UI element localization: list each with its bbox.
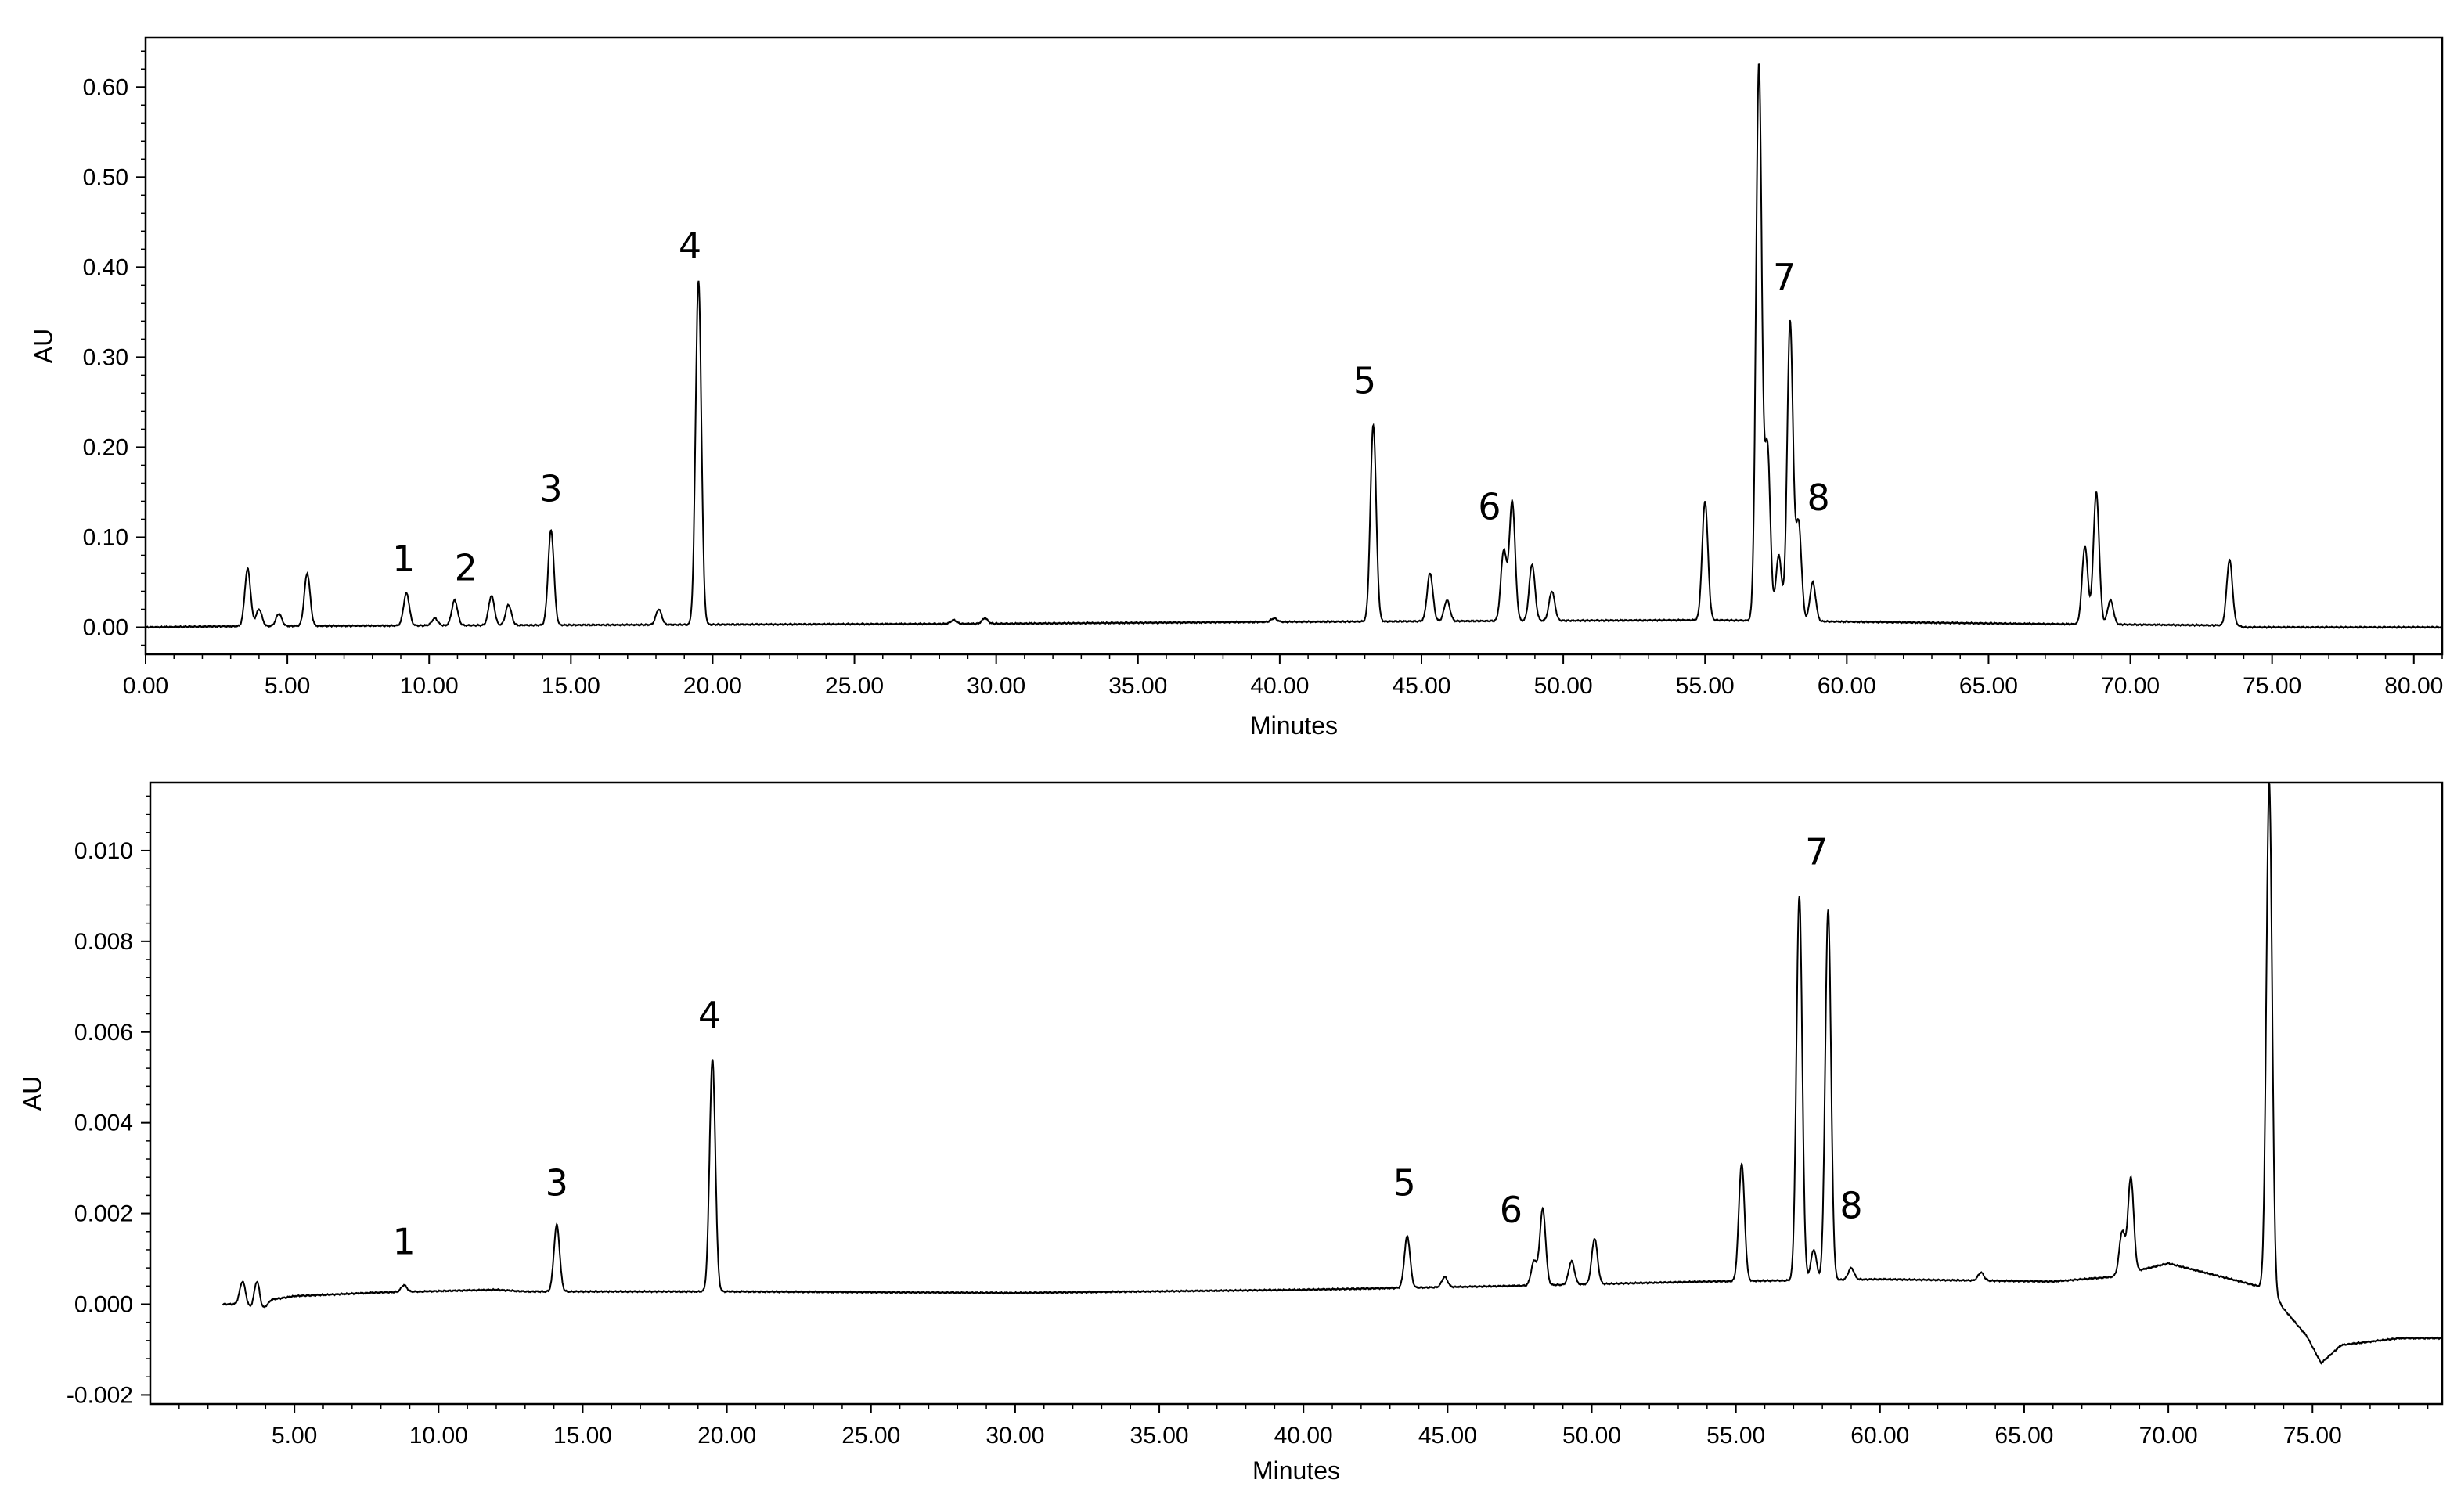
y-tick-label: -0.002 [67, 1382, 133, 1408]
y-tick-label: 0.20 [83, 434, 128, 460]
x-tick-label: 30.00 [985, 1423, 1044, 1449]
x-tick-label: 75.00 [2283, 1423, 2342, 1449]
x-tick-label: 15.00 [553, 1423, 612, 1449]
y-tick-label: 0.00 [83, 614, 128, 640]
x-tick-label: 60.00 [1850, 1423, 1909, 1449]
y-tick-label: 0.60 [83, 74, 128, 100]
peak-label-7: 7 [1805, 830, 1828, 873]
chromatogram-trace [222, 783, 2442, 1365]
peak-label-2: 2 [455, 547, 477, 589]
x-tick-label: 40.00 [1274, 1423, 1333, 1449]
x-tick-label: 5.00 [265, 673, 310, 699]
chromatogram-top: 0.00 5.00 10.00 15.00 20.00 25.00 30.00 35.00 40… [29, 36, 2444, 740]
x-tick-label: 10.00 [409, 1423, 468, 1449]
peak-label-5: 5 [1353, 359, 1376, 401]
y-tick-label: 0.000 [74, 1291, 133, 1317]
x-tick-label: 25.00 [825, 673, 884, 699]
x-tick-label: 75.00 [2243, 673, 2301, 699]
x-tick-label: 65.00 [1994, 1423, 2053, 1449]
peak-label-5: 5 [1393, 1161, 1415, 1204]
x-tick-label: 50.00 [1562, 1423, 1621, 1449]
x-tick-label: 25.00 [841, 1423, 900, 1449]
plot-frame [144, 36, 2444, 656]
peak-label-3: 3 [539, 467, 562, 509]
peak-label-8: 8 [1807, 477, 1829, 519]
x-tick-label: 10.00 [400, 673, 459, 699]
x-tick-label: 35.00 [1108, 673, 1167, 699]
x-tick-label: 65.00 [1959, 673, 2018, 699]
y-tick-label: 0.006 [74, 1020, 133, 1046]
x-tick-label: 20.00 [697, 1423, 756, 1449]
peak-label-1: 1 [392, 1221, 415, 1263]
chromatogram-trace [146, 63, 2442, 629]
x-tick-label: 0.00 [123, 673, 168, 699]
chromatogram-bottom: 5.00 10.00 15.00 20.00 25.00 30.00 35.00 40.00 4… [18, 781, 2444, 1485]
peak-label-6: 6 [1478, 485, 1501, 527]
x-tick-label: 55.00 [1706, 1423, 1765, 1449]
x-tick-label: 15.00 [542, 673, 600, 699]
x-tick-label: 35.00 [1130, 1423, 1189, 1449]
x-axis-title: Minutes [1250, 711, 1338, 740]
plot-frame [149, 781, 2444, 1406]
y-axis-title: AU [29, 329, 57, 363]
peak-label-6: 6 [1500, 1189, 1522, 1231]
x-tick-label: 50.00 [1534, 673, 1593, 699]
x-tick-label: 30.00 [967, 673, 1025, 699]
peak-label-4: 4 [698, 994, 721, 1036]
peak-label-7: 7 [1773, 256, 1796, 298]
x-tick-label: 55.00 [1676, 673, 1735, 699]
x-tick-label: 20.00 [683, 673, 742, 699]
x-tick-label: 80.00 [2384, 673, 2443, 699]
y-tick-label: 0.004 [74, 1111, 133, 1136]
y-tick-label: 0.002 [74, 1201, 133, 1227]
y-tick-label: 0.50 [83, 164, 128, 190]
x-tick-label: 70.00 [2101, 673, 2160, 699]
y-tick-label: 0.010 [74, 838, 133, 864]
x-tick-label: 45.00 [1392, 673, 1450, 699]
peak-label-8: 8 [1839, 1184, 1862, 1226]
x-tick-label: 40.00 [1250, 673, 1309, 699]
peak-label-1: 1 [392, 538, 415, 580]
peak-label-3: 3 [546, 1161, 568, 1204]
peak-label-4: 4 [679, 225, 701, 267]
x-axis-title: Minutes [1252, 1456, 1340, 1485]
x-tick-label: 5.00 [272, 1423, 317, 1449]
x-tick-label: 45.00 [1418, 1423, 1477, 1449]
y-tick-label: 0.30 [83, 344, 128, 370]
x-tick-label: 60.00 [1818, 673, 1876, 699]
y-tick-label: 0.008 [74, 929, 133, 955]
y-tick-label: 0.40 [83, 254, 128, 280]
x-tick-label: 70.00 [2139, 1423, 2198, 1449]
y-tick-label: 0.10 [83, 524, 128, 550]
y-axis-title: AU [18, 1076, 46, 1111]
